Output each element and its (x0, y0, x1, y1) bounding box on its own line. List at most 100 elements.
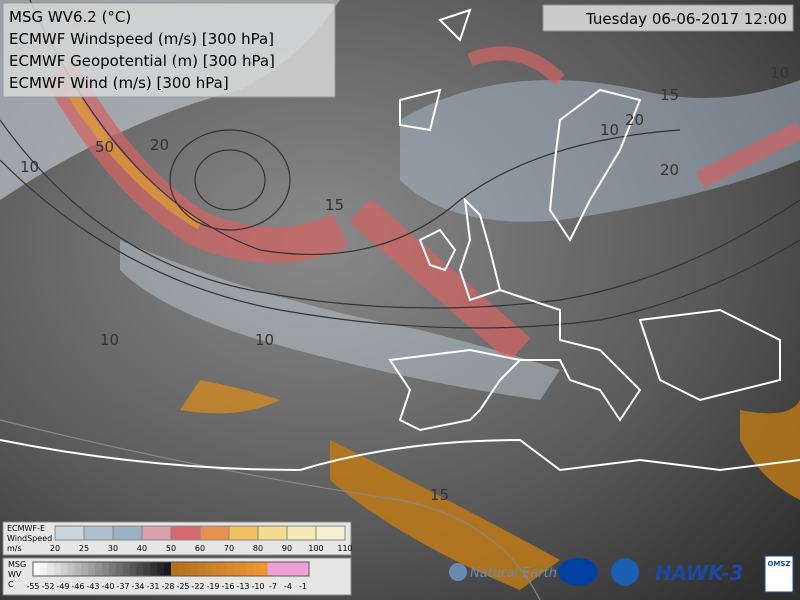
color-swatch (53, 562, 62, 576)
logo (611, 558, 639, 586)
color-swatch (246, 562, 255, 576)
color-swatch (315, 525, 346, 541)
color-swatch (212, 562, 220, 576)
color-swatch (302, 562, 310, 576)
color-swatch (136, 562, 144, 576)
color-swatch (170, 525, 201, 541)
color-swatch (260, 562, 269, 576)
color-swatch (199, 525, 230, 541)
color-swatch (102, 562, 110, 576)
legend-title: m/s (7, 544, 22, 553)
hawk-credit: HAWK-3 (655, 561, 743, 585)
legend-tick: 25 (79, 544, 89, 553)
color-swatch (228, 525, 259, 541)
color-swatch (288, 562, 296, 576)
color-swatch (129, 562, 137, 576)
color-swatch (253, 562, 262, 576)
legend-tick: -31 (146, 582, 159, 591)
color-swatch (60, 562, 68, 576)
legend-tick: -34 (131, 582, 144, 591)
color-swatch (141, 525, 172, 541)
legend-tick: -16 (221, 582, 234, 591)
moist-area (120, 240, 560, 400)
color-swatch (184, 562, 193, 576)
legend-tick: -25 (176, 582, 189, 591)
legend-tick: -43 (86, 582, 99, 591)
color-swatch (67, 562, 75, 576)
color-swatch (81, 562, 89, 576)
natural-earth-logo (449, 563, 467, 581)
legend-tick: -37 (116, 582, 129, 591)
contour-label: 20 (625, 111, 644, 129)
color-swatch (112, 525, 143, 541)
legend-tick: -13 (236, 582, 249, 591)
contour-label: 10 (255, 331, 274, 349)
contour-label: 15 (325, 196, 344, 214)
legend-tick: 40 (137, 544, 147, 553)
colorbar-frame (32, 561, 310, 577)
contour-label: 20 (150, 136, 169, 154)
color-swatch (205, 562, 213, 576)
color-swatch (54, 525, 85, 541)
contour-label: 50 (95, 138, 114, 156)
color-swatch (286, 525, 317, 541)
legend-title: ECMWF-E (7, 524, 45, 533)
dry-band (330, 440, 560, 590)
contour-label: 10 (600, 121, 619, 139)
color-swatch (88, 562, 96, 576)
legend-tick: 100 (308, 544, 323, 553)
contour-label: 15 (430, 486, 449, 504)
legend-tick: 90 (282, 544, 292, 553)
color-swatch (171, 562, 179, 576)
header-line: ECMWF Windspeed (m/s) [300 hPa] (9, 30, 274, 48)
legend-tick: -55 (26, 582, 39, 591)
legend-tick: 110 (337, 544, 352, 553)
jet-stream (467, 46, 565, 86)
legend-tick: 20 (50, 544, 60, 553)
color-swatch (233, 562, 241, 576)
color-swatch (281, 562, 289, 576)
coastlines (0, 8, 800, 472)
legend-tick: -7 (269, 582, 277, 591)
header-line: ECMWF Wind (m/s) [300 hPa] (9, 74, 229, 92)
legend-tick: -40 (101, 582, 114, 591)
legend-tick: -10 (251, 582, 264, 591)
color-swatch (150, 562, 158, 576)
contour-label: 10 (770, 64, 789, 82)
legend-tick: 60 (195, 544, 205, 553)
color-swatch (108, 562, 117, 576)
header-line: ECMWF Geopotential (m) [300 hPa] (9, 52, 275, 70)
color-swatch (83, 525, 114, 541)
moist-area (400, 80, 800, 222)
header-panel (2, 2, 336, 98)
timestamp: Tuesday 06-06-2017 12:00 (585, 10, 787, 28)
legend-tick: -28 (161, 582, 174, 591)
legend-tick: 70 (224, 544, 234, 553)
legend-title: MSG (8, 560, 26, 569)
legend-title: WV (8, 570, 22, 579)
contour-label: 10 (20, 158, 39, 176)
jet-stream (695, 121, 800, 189)
legend-tick: -19 (206, 582, 219, 591)
omsz-logo (764, 555, 794, 593)
legend-tick: 30 (108, 544, 118, 553)
omsz-credit: OMSZ (767, 560, 790, 568)
color-swatch (122, 562, 131, 576)
color-swatch (274, 562, 282, 576)
header-line: MSG WV6.2 (°C) (9, 8, 131, 26)
jet-stream (349, 197, 531, 363)
dry-band (740, 400, 800, 500)
legend-title: C (8, 580, 14, 589)
contour-label: 10 (100, 331, 119, 349)
jet-core (65, 87, 203, 230)
timestamp-panel (542, 4, 794, 32)
color-swatch (39, 562, 48, 576)
color-swatch (257, 525, 288, 541)
legend-title: WindSpeed (7, 534, 52, 543)
legend-tick: -52 (41, 582, 54, 591)
legend-tick: 50 (166, 544, 176, 553)
legend-tick: -22 (191, 582, 204, 591)
color-swatch (115, 562, 124, 576)
legend-tick: -1 (299, 582, 307, 591)
